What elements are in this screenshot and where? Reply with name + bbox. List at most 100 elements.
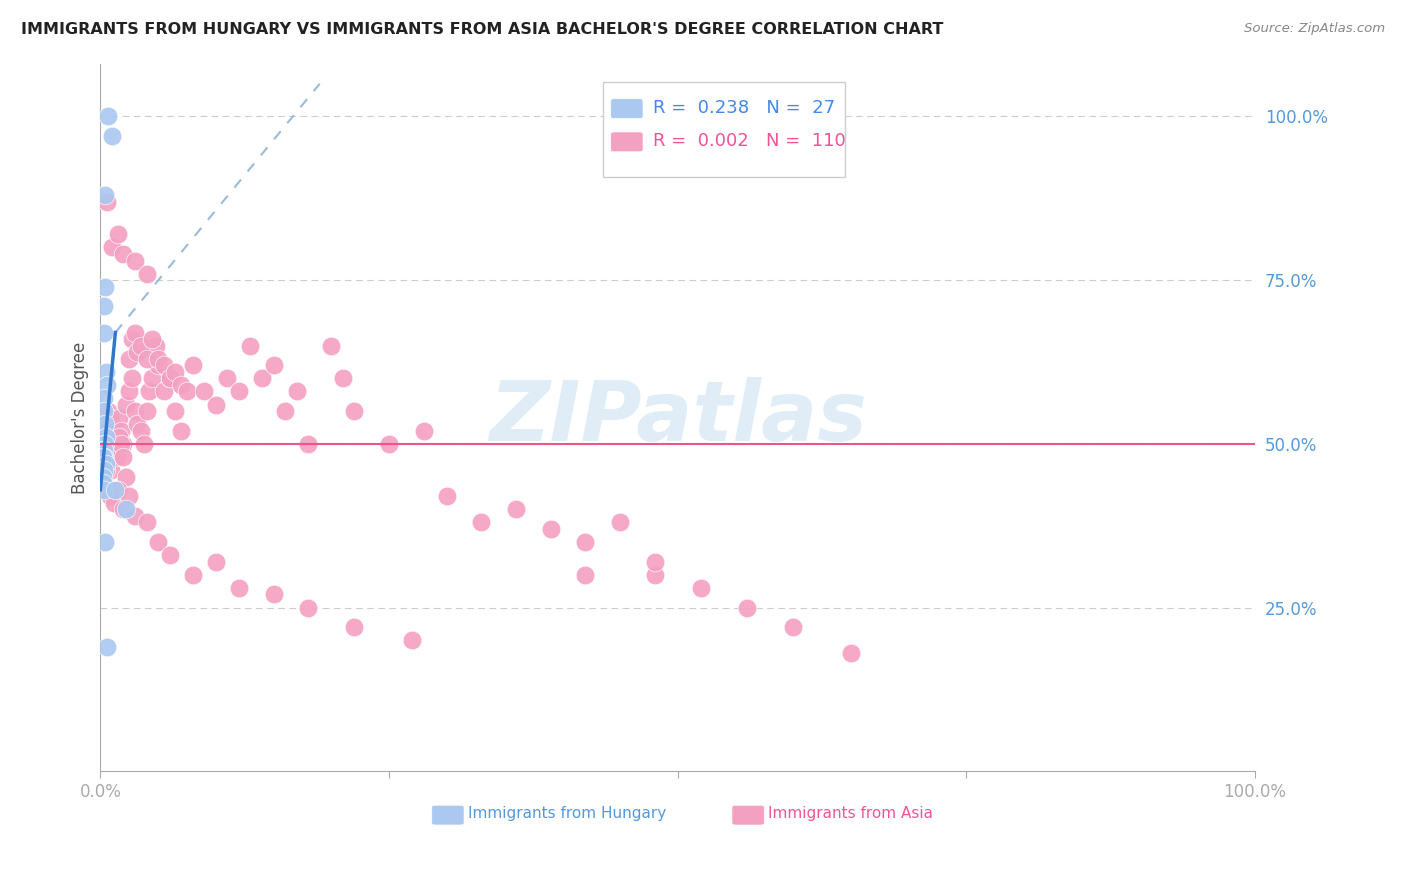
Point [839, 647, 862, 661]
Point [138, 384, 160, 399]
Point [96, 194, 118, 209]
Text: Immigrants from Asia: Immigrants from Asia [768, 806, 932, 822]
Text: Source: ZipAtlas.com: Source: ZipAtlas.com [1244, 22, 1385, 36]
Point [134, 437, 156, 451]
Point [297, 600, 319, 615]
Point [93, 326, 115, 340]
Point [114, 398, 136, 412]
Point [609, 516, 631, 530]
Point [97, 110, 120, 124]
Point [176, 384, 198, 399]
Point [110, 437, 132, 451]
Point [228, 384, 250, 399]
Point [782, 620, 804, 634]
Point [94, 457, 117, 471]
Point [105, 450, 128, 464]
FancyBboxPatch shape [603, 82, 845, 178]
Point [114, 469, 136, 483]
Point [343, 404, 366, 418]
Point [118, 384, 141, 399]
Point [250, 371, 273, 385]
Point [321, 338, 343, 352]
Point [146, 535, 169, 549]
Point [93, 463, 115, 477]
Point [159, 548, 181, 562]
Point [112, 247, 135, 261]
Point [108, 430, 131, 444]
Point [94, 457, 117, 471]
Point [127, 417, 149, 432]
Point [110, 424, 132, 438]
Point [297, 437, 319, 451]
Point [145, 338, 167, 352]
Point [93, 299, 115, 313]
Point [94, 535, 117, 549]
Point [93, 463, 115, 477]
Point [129, 424, 152, 438]
Point [285, 384, 308, 399]
Point [112, 502, 135, 516]
Point [94, 443, 117, 458]
Point [135, 267, 157, 281]
Point [217, 371, 239, 385]
Point [94, 430, 117, 444]
Point [93, 483, 115, 497]
Point [96, 437, 118, 451]
Point [121, 371, 143, 385]
Y-axis label: Bachelor's Degree: Bachelor's Degree [72, 342, 89, 494]
Point [91, 450, 114, 464]
Point [181, 359, 204, 373]
Point [107, 483, 129, 497]
Text: ZIPatlas: ZIPatlas [489, 377, 866, 458]
FancyBboxPatch shape [610, 132, 643, 152]
Point [574, 535, 596, 549]
Point [91, 476, 114, 491]
Point [112, 437, 135, 451]
Point [94, 365, 117, 379]
Point [204, 555, 226, 569]
Point [644, 555, 666, 569]
Point [108, 410, 131, 425]
Text: R =  0.002   N =  110: R = 0.002 N = 110 [654, 132, 846, 150]
Point [91, 443, 114, 458]
Point [153, 384, 176, 399]
Point [170, 424, 193, 438]
Point [94, 463, 117, 477]
Point [124, 253, 146, 268]
Point [97, 404, 120, 418]
Point [153, 359, 176, 373]
Point [98, 410, 121, 425]
Point [93, 437, 115, 451]
Point [118, 489, 141, 503]
Point [91, 469, 114, 483]
FancyBboxPatch shape [432, 805, 464, 825]
Point [165, 404, 187, 418]
Point [146, 351, 169, 366]
Point [94, 424, 117, 438]
Point [104, 483, 127, 497]
Point [101, 437, 124, 451]
Point [96, 430, 118, 444]
Point [228, 581, 250, 595]
Point [100, 424, 122, 438]
Point [689, 581, 711, 595]
Point [93, 450, 115, 464]
Point [129, 338, 152, 352]
Point [644, 567, 666, 582]
Point [94, 417, 117, 432]
Point [274, 404, 297, 418]
FancyBboxPatch shape [733, 805, 765, 825]
Point [118, 351, 141, 366]
Point [107, 227, 129, 242]
Point [98, 450, 121, 464]
Point [343, 620, 366, 634]
Point [135, 351, 157, 366]
Point [96, 640, 118, 654]
Point [103, 424, 125, 438]
Point [93, 437, 115, 451]
Point [100, 463, 122, 477]
Point [112, 450, 135, 464]
Point [135, 404, 157, 418]
Point [94, 279, 117, 293]
Point [159, 371, 181, 385]
